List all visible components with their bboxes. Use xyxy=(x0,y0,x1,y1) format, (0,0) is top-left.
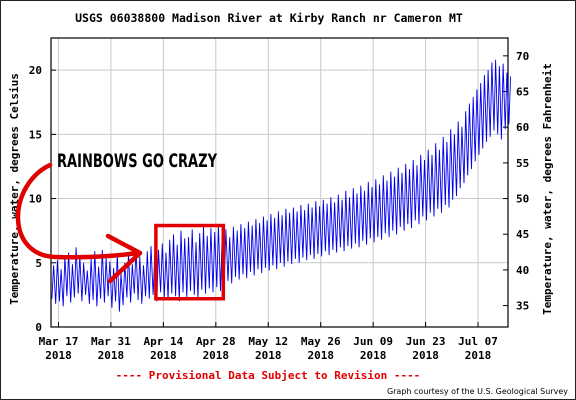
x-tick-label: Mar 31 xyxy=(91,335,131,348)
x-tick-year: 2018 xyxy=(465,349,492,362)
y-axis-left-label: Temperature, water, degrees Celsius xyxy=(8,73,21,305)
y-tick-right-label: 70 xyxy=(516,50,529,63)
y-axis-left: 0 5 10 15 20 xyxy=(29,64,56,334)
x-tick-year: 2018 xyxy=(98,349,125,362)
y-tick-right-label: 55 xyxy=(516,157,529,170)
x-tick-label: Jun 23 xyxy=(406,335,446,348)
highlight-box xyxy=(154,223,226,301)
x-tick-label: Mar 17 xyxy=(39,335,79,348)
y-tick-right-label: 60 xyxy=(516,121,529,134)
y-axis-right: 35 40 45 50 55 60 65 70 xyxy=(503,50,529,313)
x-tick-year: 2018 xyxy=(45,349,72,362)
x-tick-year: 2018 xyxy=(412,349,439,362)
y-tick-right-label: 40 xyxy=(516,264,529,277)
provisional-notice: ---- Provisional Data Subject to Revisio… xyxy=(116,369,421,382)
annotation-overlay: RAINBOWS GO CRAZY xyxy=(15,150,226,301)
y-axis-right-label: Temperature, water, degrees Fahrenheit xyxy=(541,63,554,315)
x-tick-label: May 26 xyxy=(301,335,341,348)
x-tick-year: 2018 xyxy=(255,349,282,362)
x-tick-label: Apr 14 xyxy=(144,335,184,348)
y-tick-left-label: 20 xyxy=(29,64,42,77)
y-tick-right-label: 50 xyxy=(516,193,529,206)
annotation-text: RAINBOWS GO CRAZY xyxy=(57,150,217,172)
x-tick-label: Jun 09 xyxy=(353,335,393,348)
y-tick-left-label: 5 xyxy=(35,257,42,270)
x-tick-year: 2018 xyxy=(150,349,177,362)
y-tick-right-label: 65 xyxy=(516,86,529,99)
y-tick-left-label: 0 xyxy=(35,321,42,334)
y-tick-left-label: 10 xyxy=(29,193,42,206)
x-tick-label: Apr 28 xyxy=(196,335,236,348)
usgs-credit: Graph courtesy of the U.S. Geological Su… xyxy=(387,387,568,396)
grid xyxy=(51,38,508,328)
plot-area xyxy=(50,37,509,328)
y-tick-right-label: 35 xyxy=(516,300,529,313)
x-tick-year: 2018 xyxy=(307,349,334,362)
series-line-water-temperature xyxy=(51,59,512,312)
y-tick-right-label: 45 xyxy=(516,228,529,241)
x-tick-label: May 12 xyxy=(248,335,288,348)
curved-arrow-icon xyxy=(15,162,141,260)
x-tick-label: Jul 07 xyxy=(458,335,498,348)
x-tick-year: 2018 xyxy=(203,349,230,362)
x-tick-year: 2018 xyxy=(360,349,387,362)
y-tick-left-label: 15 xyxy=(29,128,42,141)
chart-title: USGS 06038800 Madison River at Kirby Ran… xyxy=(75,11,463,25)
arrow-head-icon xyxy=(105,233,143,284)
